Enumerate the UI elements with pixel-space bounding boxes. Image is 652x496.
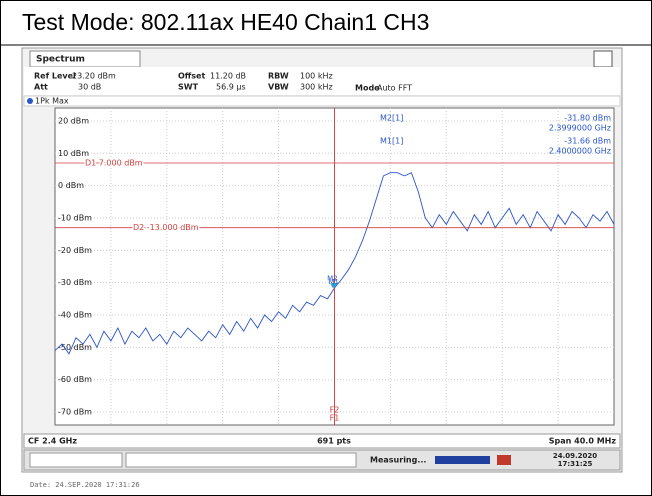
x-label: CF 2.4 GHz	[28, 437, 77, 446]
y-tick-label: -70 dBm	[58, 408, 92, 417]
y-tick-label: -20 dBm	[58, 246, 92, 255]
setting-value: 30 dB	[78, 83, 101, 92]
marker-value: -31.80 dBm	[564, 114, 611, 123]
settings-panel	[24, 67, 620, 95]
y-tick-label: 0 dBm	[58, 181, 84, 190]
status-box	[29, 452, 123, 468]
tab-title: Spectrum	[36, 55, 85, 65]
legend-dot	[27, 98, 33, 104]
display-line-label: D1 7.000 dBm	[85, 158, 143, 167]
y-tick-label: 10 dBm	[58, 149, 89, 158]
setting-value: Auto FFT	[377, 84, 412, 93]
setting-label: Offset	[178, 72, 205, 81]
marker-x: 2.3999000 GHz	[549, 124, 611, 133]
legend-entry: 1Pk Max	[35, 97, 69, 106]
y-tick-label: -60 dBm	[58, 375, 92, 384]
status-date: 24.09.2020	[553, 452, 597, 460]
y-tick-label: -50 dBm	[58, 343, 92, 352]
setting-value: 100 kHz	[300, 72, 333, 81]
y-tick-label: -40 dBm	[58, 311, 92, 320]
setting-label: VBW	[268, 83, 289, 92]
setting-value: 56.9 µs	[216, 83, 246, 92]
y-tick-label: 20 dBm	[58, 116, 89, 125]
legend-bar	[23, 95, 621, 107]
setting-value: 23.20 dBm	[72, 72, 116, 81]
frequency-line-label: F2	[330, 406, 340, 415]
footer: Date: 24.SEP.2020 17:31:26	[30, 481, 140, 489]
setting-value: 300 kHz	[300, 83, 333, 92]
marker-value: -31.66 dBm	[564, 137, 611, 146]
x-bar	[23, 433, 621, 449]
setting-label: Mode	[355, 84, 380, 93]
marker-name: M1[1]	[380, 137, 403, 146]
status-box	[125, 452, 357, 468]
marker-x: 2.4000000 GHz	[549, 147, 611, 156]
marker-name: M2[1]	[380, 114, 403, 123]
marker	[331, 283, 338, 289]
marker-tag: M2	[327, 274, 338, 282]
x-label: 691 pts	[317, 437, 351, 446]
setting-label: SWT	[178, 83, 199, 92]
setting-label: Ref Level	[34, 72, 76, 81]
setting-value: 11.20 dB	[210, 72, 246, 81]
setting-label: Att	[34, 83, 48, 92]
setting-label: RBW	[268, 72, 289, 81]
y-tick-label: -10 dBm	[58, 213, 92, 222]
icon[interactable]	[593, 50, 613, 68]
marker-tag: M1	[329, 278, 340, 286]
x-label: Span 40.0 MHz	[549, 437, 617, 446]
progress	[435, 456, 490, 464]
y-tick-label: -30 dBm	[58, 278, 92, 287]
header: Test Mode: 802.11ax HE40 Chain1 CH3	[22, 9, 429, 35]
display-line-label: D2 -13.000 dBm	[133, 223, 199, 232]
status-time: 17:31:25	[558, 460, 593, 468]
status-text: Measuring...	[370, 456, 426, 465]
status-icon	[497, 455, 511, 465]
